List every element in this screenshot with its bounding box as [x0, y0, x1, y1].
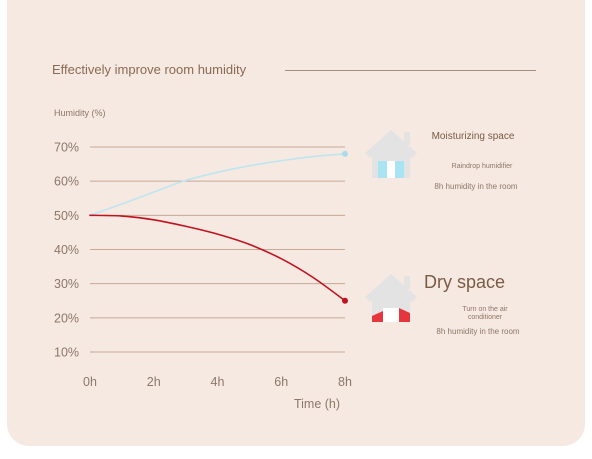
x-tick-label: 6h — [274, 375, 288, 389]
x-tick-label: 0h — [83, 375, 97, 389]
series-line-dry — [89, 214, 346, 302]
y-tick-label: 30% — [54, 277, 79, 291]
series-end-point-dry — [342, 297, 348, 304]
y-tick-label: 40% — [54, 243, 79, 257]
y-tick-label: 50% — [54, 209, 79, 223]
y-tick-label: 20% — [54, 311, 79, 325]
y-tick-label: 60% — [54, 175, 79, 189]
x-axis-label: Time (h) — [294, 397, 340, 411]
y-tick-label: 10% — [54, 346, 79, 360]
title-divider — [285, 70, 536, 71]
legend-moist-device: Raindrop humidifier — [451, 163, 513, 170]
x-tick-label: 8h — [338, 375, 352, 389]
page-title: Effectively improve room humidity — [52, 62, 247, 77]
legend-moist-title: Moisturizing space — [431, 131, 515, 142]
legend-dry-note: 8h humidity in the room — [436, 327, 520, 336]
y-axis-label: Humidity (%) — [54, 108, 106, 118]
chart-card — [7, 0, 585, 446]
house-air-conditioner-icon — [365, 274, 417, 322]
series-line-moist — [89, 153, 346, 217]
legend-moist-note: 8h humidity in the room — [434, 182, 518, 191]
legend-dry-device-line2: conditioner — [467, 314, 503, 321]
legend-dry-device-line1: Turn on the air — [462, 306, 508, 313]
y-tick-label: 70% — [54, 141, 79, 155]
legend-dry-title: Dry space — [424, 272, 506, 292]
series-end-point-moist — [342, 150, 348, 157]
x-tick-label: 2h — [147, 375, 161, 389]
x-tick-label: 4h — [211, 375, 225, 389]
house-humidifier-icon — [365, 130, 417, 178]
